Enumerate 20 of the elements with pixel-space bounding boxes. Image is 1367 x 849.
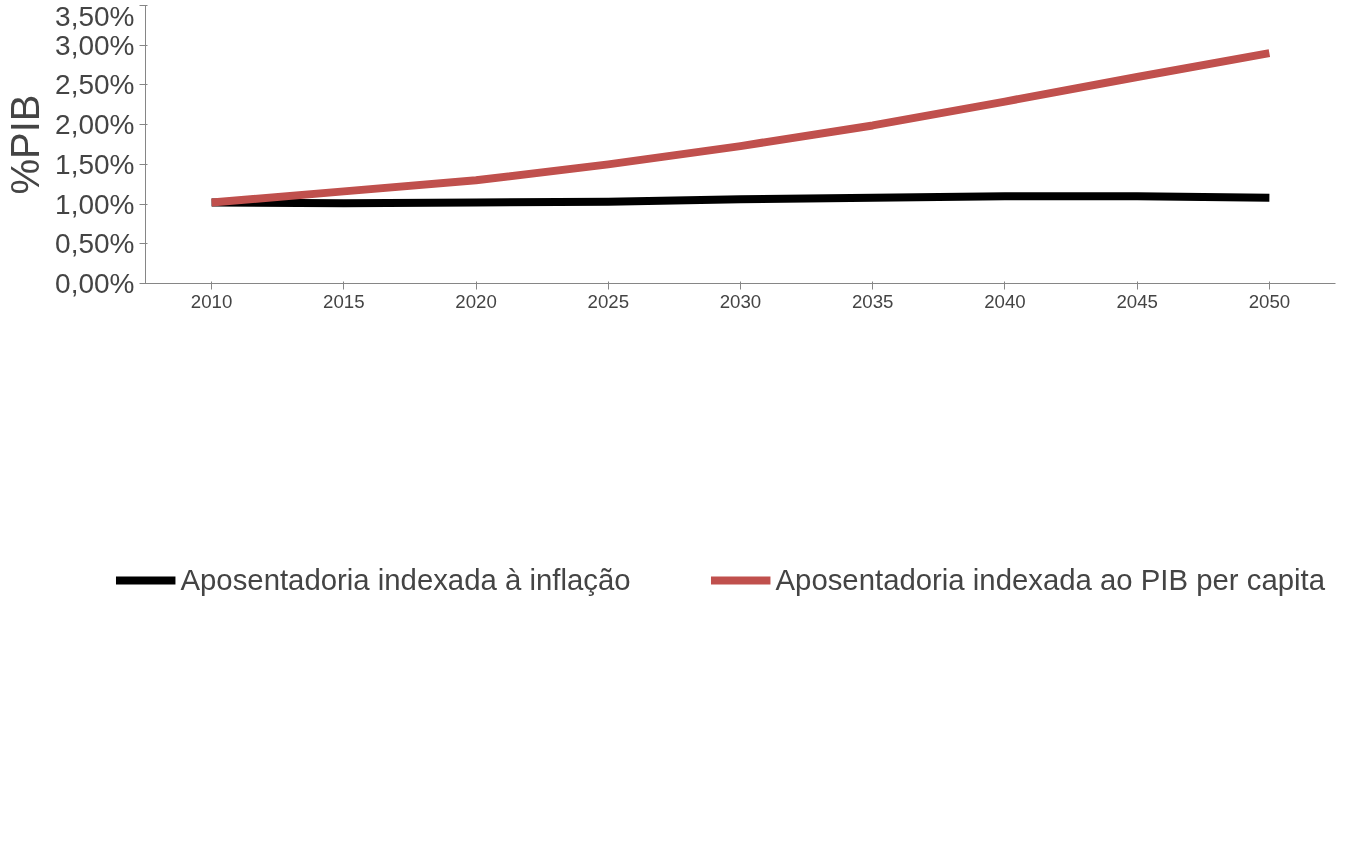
y-tick-label: 3,50%	[55, 0, 135, 32]
y-tick-label: 0,50%	[55, 228, 135, 260]
legend-label: Aposentadoria indexada ao PIB per capita	[775, 563, 1325, 597]
x-tick-label: 2050	[1248, 290, 1291, 312]
legend-label: Aposentadoria indexada à inflação	[180, 563, 631, 597]
y-tick-label: 2,00%	[55, 109, 135, 141]
x-tick-label: 2025	[587, 290, 630, 312]
x-tick-label: 2040	[984, 290, 1026, 312]
y-tick-label: 3,00%	[55, 29, 135, 61]
x-tick-label: 2015	[323, 290, 365, 312]
y-tick-label: 0,00%	[55, 268, 135, 299]
y-axis-title: %PIB	[3, 94, 48, 195]
y-tick-label: 2,50%	[55, 69, 135, 101]
y-tick-label: 1,00%	[55, 188, 135, 220]
y-tick-label: 1,50%	[55, 148, 135, 180]
x-tick-label: 2035	[851, 290, 894, 312]
x-tick-label: 2045	[1116, 290, 1158, 312]
x-tick-label: 2020	[455, 290, 497, 312]
x-tick-label: 2010	[190, 290, 233, 312]
x-tick-label: 2030	[719, 290, 762, 312]
